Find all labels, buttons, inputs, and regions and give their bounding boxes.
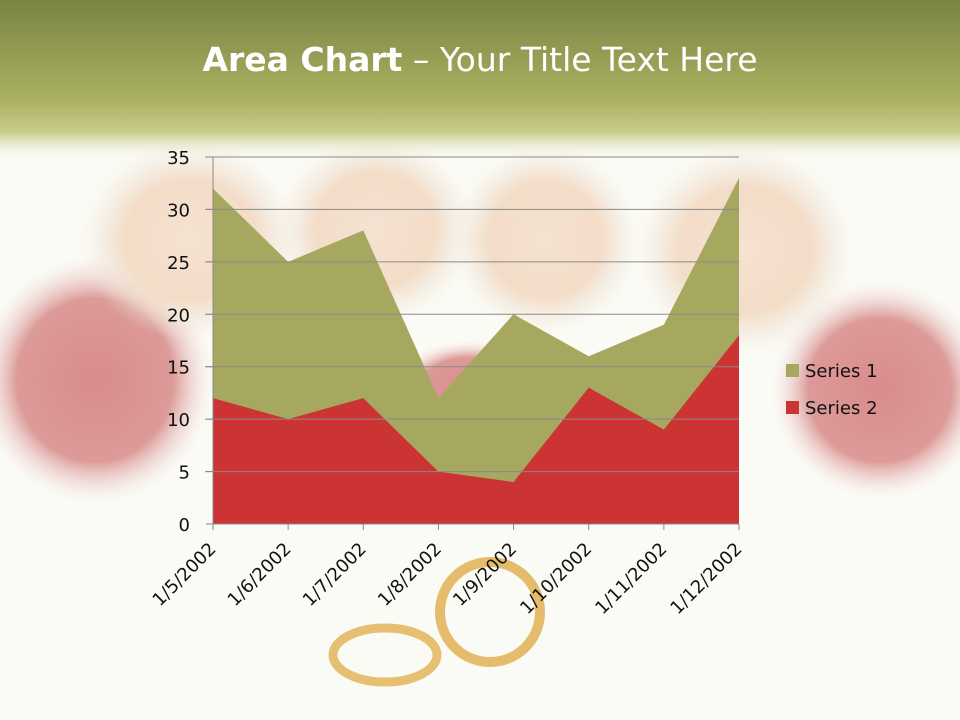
x-tick-label: 1/6/2002 [224, 539, 296, 611]
y-axis-ticks: 0 5 10 15 20 25 30 35 [167, 148, 213, 536]
y-tick-label: 30 [167, 200, 190, 221]
y-tick-label: 25 [167, 253, 190, 274]
header-band [0, 0, 960, 132]
x-tick-label: 1/9/2002 [449, 539, 521, 611]
slide-title-rest: – Your Title Text Here [402, 40, 758, 79]
y-tick-label: 5 [179, 463, 190, 484]
x-axis-ticks: 1/5/2002 1/6/2002 1/7/2002 1/8/2002 1/9/2002… [149, 524, 747, 619]
legend-swatch-2 [786, 401, 799, 414]
x-tick-label: 1/11/2002 [591, 539, 671, 619]
y-tick-label: 35 [167, 148, 190, 169]
series-area-2 [213, 335, 739, 524]
x-tick-label: 1/5/2002 [149, 539, 221, 611]
chart-axes [212, 157, 739, 525]
legend-label-2: Series 2 [805, 398, 878, 419]
x-tick-label: 1/7/2002 [299, 539, 371, 611]
chart-gridlines [205, 156, 739, 473]
y-tick-label: 0 [179, 515, 190, 536]
y-tick-label: 15 [167, 358, 190, 379]
y-tick-label: 20 [167, 305, 190, 326]
y-tick-label: 10 [167, 410, 190, 431]
chart-areas [213, 177, 739, 524]
x-tick-label: 1/12/2002 [666, 539, 746, 619]
chart-legend: Series 1 Series 2 [786, 361, 878, 419]
slide-title-bold: Area Chart [202, 40, 403, 79]
legend-swatch-1 [786, 364, 799, 377]
x-tick-label: 1/10/2002 [516, 539, 596, 619]
slide-title: Area Chart – Your Title Text Here [0, 40, 960, 79]
x-tick-label: 1/8/2002 [374, 539, 446, 611]
decorative-rings [328, 557, 545, 687]
legend-label-1: Series 1 [805, 361, 878, 382]
